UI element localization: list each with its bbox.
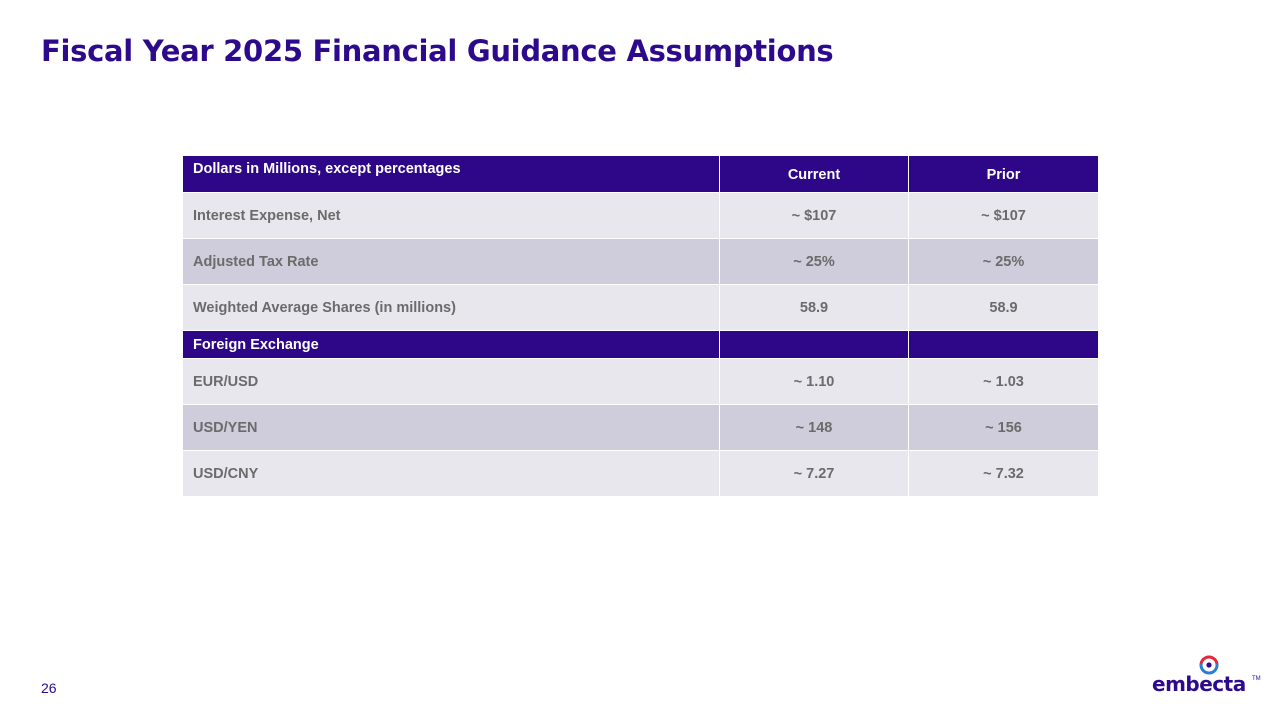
row-prior: ~ 1.03 [908,358,1099,405]
row-label: USD/CNY [182,450,720,497]
logo-wordmark: embecta [1152,672,1246,696]
row-prior: ~ $107 [908,192,1099,239]
embecta-logo: embecta TM [1152,654,1261,698]
row-prior: 58.9 [908,284,1099,331]
section-empty-cell [908,330,1099,359]
row-current: ~ 7.27 [719,450,909,497]
table-row: USD/CNY ~ 7.27 ~ 7.32 [182,450,1099,497]
table-row: EUR/USD ~ 1.10 ~ 1.03 [182,358,1099,405]
row-label: Weighted Average Shares (in millions) [182,284,720,331]
row-current: ~ 25% [719,238,909,285]
row-label: EUR/USD [182,358,720,405]
row-current: ~ 148 [719,404,909,451]
table-row: Adjusted Tax Rate ~ 25% ~ 25% [182,238,1099,285]
row-current: 58.9 [719,284,909,331]
logo-ring-red [1199,655,1219,667]
row-label: Adjusted Tax Rate [182,238,720,285]
table-row: USD/YEN ~ 148 ~ 156 [182,404,1099,451]
slide-title: Fiscal Year 2025 Financial Guidance Assu… [41,34,834,68]
row-label: USD/YEN [182,404,720,451]
logo-trademark: TM [1252,676,1261,682]
section-empty-cell [719,330,909,359]
guidance-table: Dollars in Millions, except percentages … [182,155,1099,497]
row-prior: ~ 7.32 [908,450,1099,497]
embecta-ring-icon [1199,655,1219,675]
logo-ring-center [1206,662,1212,668]
row-current: ~ $107 [719,192,909,239]
page-number: 26 [41,680,57,696]
row-prior: ~ 156 [908,404,1099,451]
row-prior: ~ 25% [908,238,1099,285]
table-row: Weighted Average Shares (in millions) 58… [182,284,1099,331]
table-row: Interest Expense, Net ~ $107 ~ $107 [182,192,1099,239]
header-label: Dollars in Millions, except percentages [182,155,720,193]
logo-ring-blue [1199,663,1219,675]
table-header-row: Dollars in Millions, except percentages … [182,155,1099,193]
row-current: ~ 1.10 [719,358,909,405]
section-label: Foreign Exchange [182,330,720,359]
row-label: Interest Expense, Net [182,192,720,239]
header-prior: Prior [908,155,1099,193]
header-current: Current [719,155,909,193]
section-header-row: Foreign Exchange [182,330,1099,359]
